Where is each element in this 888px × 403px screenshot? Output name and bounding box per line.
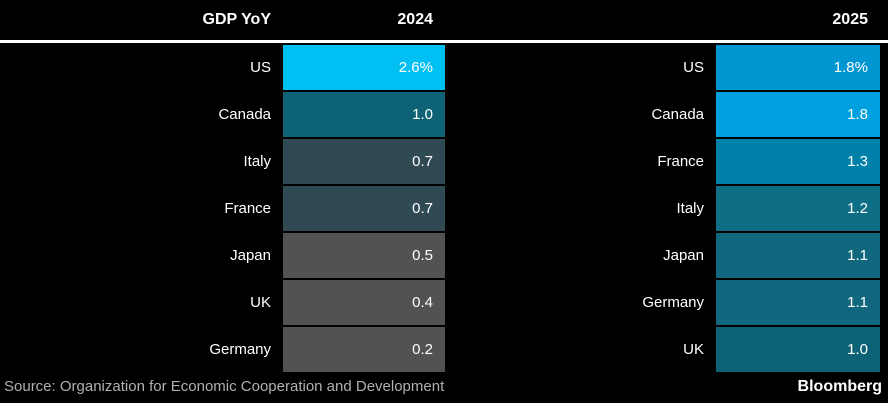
header-spacer: [445, 0, 716, 40]
column-header-2025: 2025: [832, 11, 868, 28]
value-cell-2024: 0.5: [283, 233, 445, 278]
header-divider: [0, 40, 888, 43]
source-note: Source: Organization for Economic Cooper…: [4, 378, 445, 395]
value-cell-2024: 2.6%: [283, 45, 445, 90]
country-label-2025: France: [445, 139, 716, 184]
table-header: GDP YoY 2024 2025: [0, 0, 888, 40]
value-cell-2025: 1.1: [716, 233, 880, 278]
value-cell-2025: 1.8%: [716, 45, 880, 90]
country-label-2025: US: [445, 45, 716, 90]
value-cell-2025: 1.3: [716, 139, 880, 184]
value-cell-2025: 1.2: [716, 186, 880, 231]
country-label-2024: Germany: [0, 327, 283, 372]
value-cell-2025: 1.0: [716, 327, 880, 372]
value-cell-2024: 0.7: [283, 139, 445, 184]
value-cell-2024: 1.0: [283, 92, 445, 137]
country-label-2025: Japan: [445, 233, 716, 278]
country-label-2025: UK: [445, 327, 716, 372]
heatmap-grid: US 2.6% US 1.8% Canada 1.0 Canada 1.8 It…: [0, 43, 888, 372]
column-header-2024: 2024: [397, 11, 433, 28]
country-label-2025: Germany: [445, 280, 716, 325]
country-label-2025: Italy: [445, 186, 716, 231]
country-label-2024: Canada: [0, 92, 283, 137]
country-label-2024: Italy: [0, 139, 283, 184]
country-label-2024: US: [0, 45, 283, 90]
country-label-2024: UK: [0, 280, 283, 325]
bloomberg-logo: Bloomberg: [797, 377, 882, 395]
value-cell-2024: 0.2: [283, 327, 445, 372]
country-label-2024: France: [0, 186, 283, 231]
footer: Source: Organization for Economic Cooper…: [0, 372, 888, 403]
country-label-2025: Canada: [445, 92, 716, 137]
value-cell-2025: 1.8: [716, 92, 880, 137]
value-cell-2024: 0.7: [283, 186, 445, 231]
value-cell-2024: 0.4: [283, 280, 445, 325]
country-label-2024: Japan: [0, 233, 283, 278]
value-cell-2025: 1.1: [716, 280, 880, 325]
metric-title: GDP YoY: [202, 11, 271, 28]
